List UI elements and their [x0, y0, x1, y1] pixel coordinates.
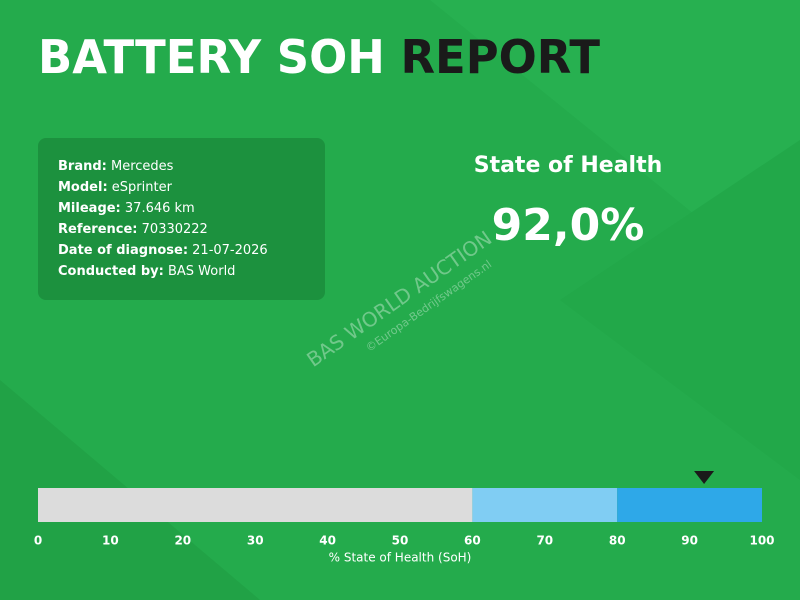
info-label: Mileage:	[58, 201, 121, 216]
info-value: 37.646 km	[125, 201, 195, 216]
info-row: Conducted by: BAS World	[58, 264, 235, 279]
info-row: Brand: Mercedes	[58, 159, 174, 174]
bg-shape	[560, 140, 800, 480]
soh-value: 92,0%	[492, 200, 645, 251]
x-tick-label: 60	[464, 534, 481, 548]
info-label: Date of diagnose:	[58, 243, 188, 258]
title-accent: REPORT	[400, 30, 600, 84]
x-tick-label: 40	[319, 534, 336, 548]
info-row: Mileage: 37.646 km	[58, 201, 195, 216]
x-tick-label: 10	[102, 534, 119, 548]
info-row: Reference: 70330222	[58, 222, 208, 237]
x-tick-label: 0	[34, 534, 42, 548]
gauge: 0 10 20 30 40 50 60 70 80 90 100	[34, 471, 775, 548]
info-label: Model:	[58, 180, 108, 195]
x-tick-label: 100	[749, 534, 774, 548]
info-value: 70330222	[142, 222, 208, 237]
x-tick-label: 50	[392, 534, 409, 548]
info-box	[38, 138, 325, 300]
info-value: eSprinter	[112, 180, 173, 195]
info-label: Brand:	[58, 159, 107, 174]
x-tick-label: 80	[609, 534, 626, 548]
x-axis-label: % State of Health (SoH)	[329, 551, 472, 565]
page-title: BATTERY SOH REPORT	[38, 30, 601, 84]
info-row: Model: eSprinter	[58, 180, 173, 195]
x-tick-label: 20	[174, 534, 191, 548]
gauge-band	[617, 488, 762, 522]
info-value: 21-07-2026	[192, 243, 268, 258]
info-value: Mercedes	[111, 159, 174, 174]
info-label: Reference:	[58, 222, 138, 237]
x-tick-label: 70	[536, 534, 553, 548]
gauge-band	[472, 488, 618, 522]
gauge-band	[38, 488, 473, 522]
info-label: Conducted by:	[58, 264, 164, 279]
x-tick-label: 90	[681, 534, 698, 548]
title-main: BATTERY SOH	[38, 30, 385, 84]
soh-title: State of Health	[474, 153, 663, 178]
info-row: Date of diagnose: 21-07-2026	[58, 243, 268, 258]
soh-marker	[694, 471, 715, 484]
x-tick-label: 30	[247, 534, 264, 548]
info-value: BAS World	[168, 264, 235, 279]
